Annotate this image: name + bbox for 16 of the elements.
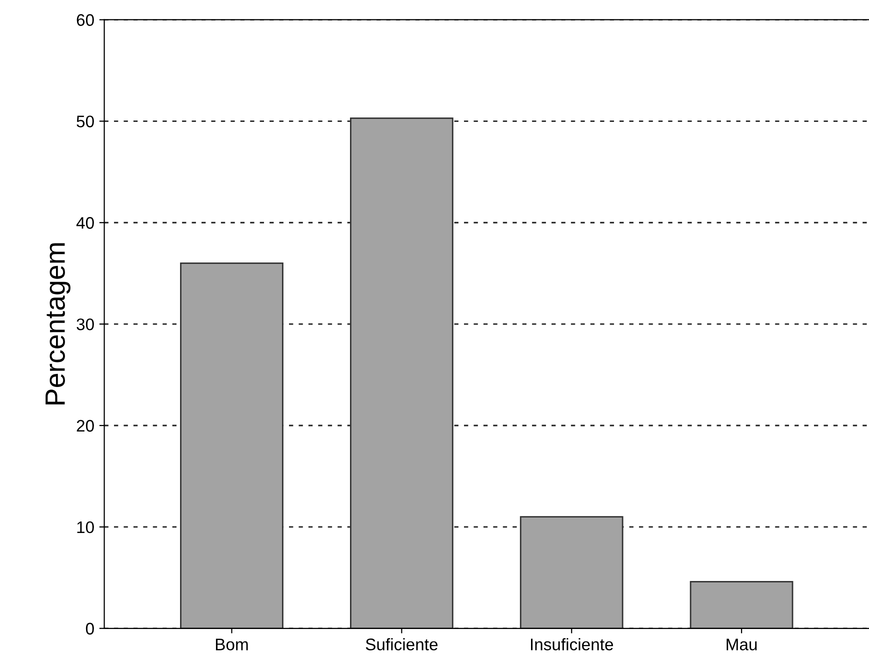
y-tick-label: 50: [76, 116, 94, 128]
y-tick-label: 10: [77, 521, 94, 534]
y-axis-title: Percentagem: [46, 243, 70, 404]
y-tick-label: 0: [86, 622, 94, 635]
y-tick-label: 20: [76, 420, 94, 432]
x-tick-label: Bom: [216, 638, 248, 650]
x-tick-label: Mau: [726, 638, 757, 650]
y-tick-label: 30: [76, 318, 94, 330]
y-tick-label: 40: [76, 217, 94, 229]
bar: [690, 581, 794, 628]
bar: [520, 516, 624, 628]
y-tick-label: 60: [76, 14, 94, 26]
x-tick-label: Insuficiente: [530, 638, 614, 650]
x-tick-label: Suficiente: [366, 638, 438, 650]
bar: [180, 262, 284, 628]
bar: [350, 117, 454, 628]
